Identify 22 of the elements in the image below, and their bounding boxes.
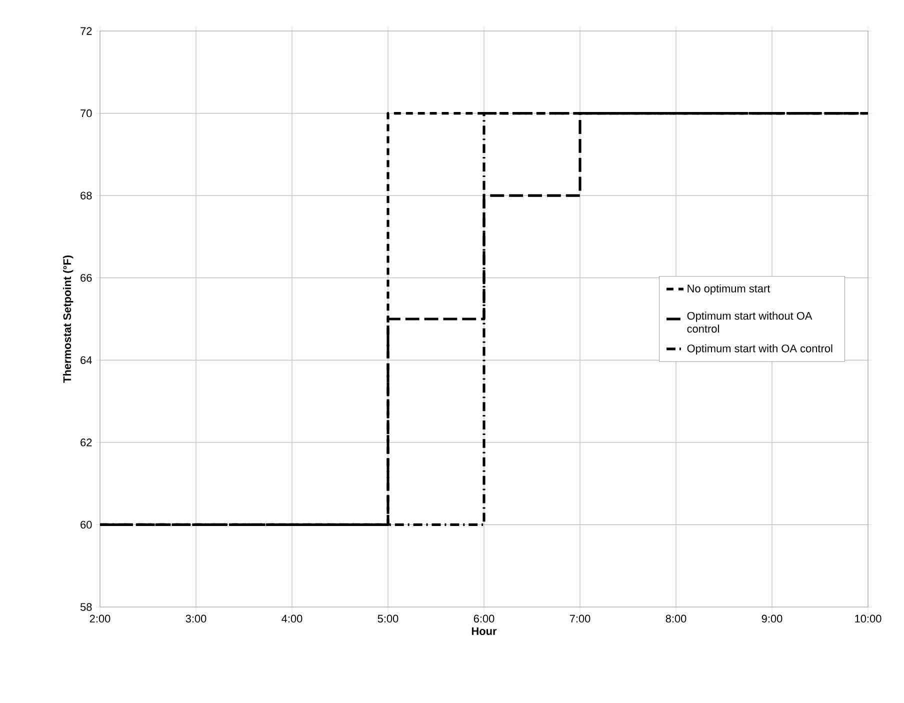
legend-label: No optimum start (688, 284, 770, 295)
x-tick-label: 2:00 (90, 614, 110, 623)
y-tick-label: 60 (80, 520, 92, 529)
y-tick-label: 66 (80, 274, 92, 282)
x-tick-label: 3:00 (186, 614, 206, 623)
legend-label: Optimum start without OA control (687, 312, 812, 333)
x-tick-label: 7:00 (570, 614, 590, 623)
x-tick-label: 8:00 (666, 614, 686, 623)
x-tick-label: 5:00 (378, 614, 398, 623)
x-tick-label: 9:00 (762, 614, 782, 623)
y-tick-label: 70 (80, 109, 92, 118)
legend-label: Optimum start with OA control (687, 344, 832, 354)
x-tick-label: 6:00 (474, 614, 494, 623)
y-tick-label: 62 (80, 438, 92, 446)
y-tick-label: 64 (80, 356, 92, 364)
x-axis-title: Hour (472, 627, 497, 636)
y-axis-title: Thermostat Setpoint (°F) (62, 256, 74, 383)
y-tick-label: 68 (80, 192, 92, 200)
y-tick-label: 58 (80, 603, 92, 611)
y-tick-label: 72 (80, 27, 92, 35)
x-tick-label: 4:00 (282, 614, 302, 623)
x-tick-label: 10:00 (855, 614, 882, 623)
